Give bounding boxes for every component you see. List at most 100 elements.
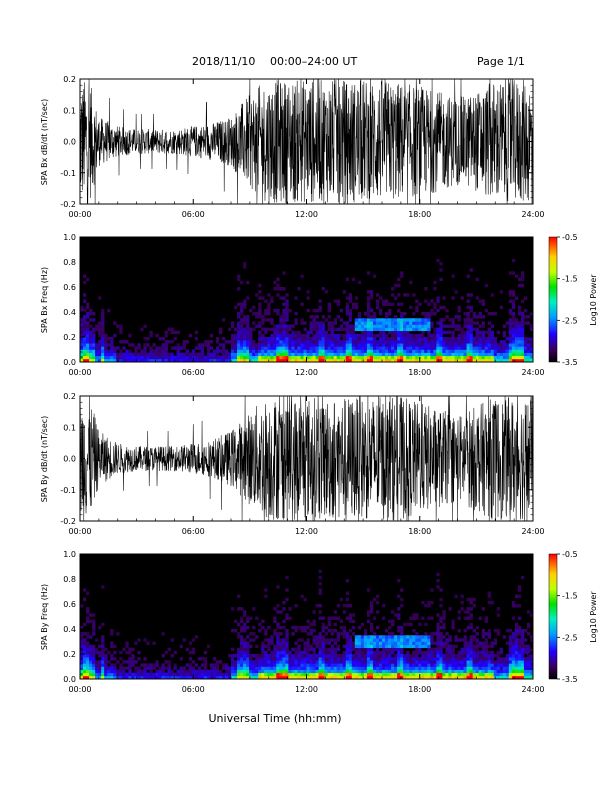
heatmap-cell (158, 358, 162, 363)
heatmap-cell (83, 669, 87, 674)
heatmap-cell (264, 675, 268, 680)
heatmap-cell (412, 346, 416, 350)
heatmap-cell (439, 327, 443, 332)
heatmap-cell (469, 650, 473, 655)
heatmap-cell (176, 352, 180, 357)
heatmap-cell (523, 672, 528, 677)
heatmap-cell (388, 355, 392, 360)
heatmap-cell (442, 343, 446, 347)
heatmap-cell (478, 675, 482, 680)
heatmap-cell (83, 318, 87, 322)
heatmap-cell (436, 666, 440, 670)
heatmap-cell (182, 638, 186, 642)
heatmap-cell (237, 287, 241, 291)
heatmap-cell (378, 669, 383, 674)
heatmap-cell (351, 305, 356, 310)
heatmap-cell (427, 330, 431, 335)
heatmap-cell (303, 647, 307, 652)
heatmap-cell (394, 358, 398, 363)
heatmap-cell (267, 293, 271, 297)
heatmap-cell (469, 327, 473, 332)
heatmap-cell (128, 650, 132, 655)
heatmap-cell (324, 647, 328, 652)
heatmap-cell (146, 663, 150, 667)
heatmap-cell (309, 340, 313, 344)
heatmap-cell (400, 355, 404, 360)
heatmap-cell (297, 352, 301, 357)
heatmap-cell (457, 352, 461, 357)
heatmap-cell (523, 647, 528, 652)
heatmap-cell (354, 672, 359, 677)
heatmap-cell (463, 654, 467, 658)
heatmap-cell (400, 669, 404, 674)
heatmap-cell (385, 358, 389, 363)
heatmap-cell (397, 660, 401, 664)
heatmap-cell (463, 318, 467, 322)
heatmap-cell (345, 616, 350, 620)
heatmap-cell (526, 654, 531, 658)
heatmap-cell (86, 607, 90, 611)
heatmap-cell (487, 340, 492, 344)
heatmap-cell (481, 302, 485, 307)
heatmap-cell (369, 660, 374, 664)
x-tick-label: 06:00 (182, 527, 205, 536)
heatmap-cell (231, 324, 235, 328)
heatmap-cell (122, 660, 126, 664)
heatmap-cell (403, 654, 407, 658)
heatmap-cell (261, 352, 265, 357)
heatmap-cell (412, 358, 416, 363)
heatmap-cell (523, 355, 528, 360)
heatmap-cell (526, 349, 531, 353)
heatmap-cell (309, 644, 313, 649)
heatmap-cell (294, 296, 298, 300)
heatmap-cell (164, 330, 168, 335)
heatmap-cell (234, 654, 238, 658)
heatmap-cell (433, 305, 437, 310)
heatmap-cell (436, 663, 440, 667)
heatmap-cell (276, 327, 280, 332)
heatmap-cell (424, 318, 428, 322)
heatmap-cell (487, 669, 492, 674)
heatmap-cell (433, 654, 437, 658)
heatmap-cell (342, 654, 347, 658)
heatmap-cell (409, 616, 413, 620)
heatmap-cell (430, 663, 434, 667)
heatmap-cell (167, 672, 171, 677)
heatmap-cell (478, 616, 482, 620)
heatmap-cell (424, 327, 428, 332)
heatmap-cell (397, 277, 401, 282)
heatmap-cell (348, 635, 353, 639)
heatmap-cell (246, 635, 250, 639)
heatmap-cell (345, 672, 350, 677)
heatmap-cell (194, 663, 199, 667)
heatmap-cell (354, 318, 359, 322)
heatmap-cell (98, 324, 102, 328)
heatmap-cell (391, 635, 395, 639)
heatmap-cell (264, 349, 268, 353)
heatmap-cell (240, 675, 244, 680)
heatmap-cell (487, 327, 492, 332)
heatmap-cell (224, 675, 229, 680)
heatmap-cell (466, 312, 470, 316)
heatmap-cell (101, 352, 105, 357)
heatmap-cell (388, 672, 392, 677)
heatmap-cell (378, 352, 383, 357)
heatmap-cell (430, 343, 434, 347)
heatmap-cell (469, 669, 473, 674)
heatmap-cell (273, 308, 277, 313)
heatmap-cell (234, 666, 238, 670)
heatmap-cell (276, 324, 280, 328)
heatmap-cell (164, 349, 168, 353)
heatmap-cell (348, 346, 353, 350)
heatmap-cell (107, 352, 111, 357)
heatmap-cell (95, 663, 99, 667)
colorbar-label: Log10 Power (589, 274, 598, 326)
x-tick-label: 12:00 (295, 527, 318, 536)
heatmap-cell (237, 349, 241, 353)
heatmap-cell (439, 268, 443, 272)
heatmap-cell (80, 333, 84, 338)
heatmap-cell (382, 340, 386, 344)
heatmap-cell (397, 355, 401, 360)
heatmap-cell (382, 346, 386, 350)
